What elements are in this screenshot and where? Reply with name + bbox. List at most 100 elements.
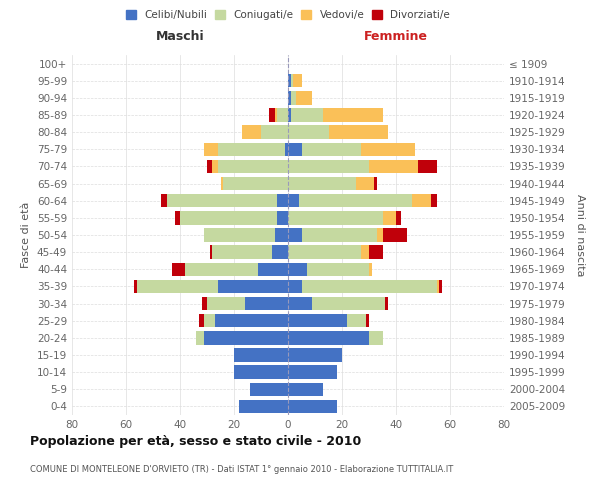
Bar <box>288 142 302 156</box>
Bar <box>396 211 401 224</box>
Bar <box>288 91 290 104</box>
Bar <box>290 74 293 88</box>
Bar <box>288 280 302 293</box>
Bar <box>272 246 288 259</box>
Bar <box>347 314 367 328</box>
Bar <box>286 142 288 156</box>
Bar <box>288 74 290 88</box>
Bar <box>218 280 288 293</box>
Bar <box>288 400 337 413</box>
Bar <box>288 297 313 310</box>
Bar <box>355 177 374 190</box>
Bar <box>302 142 361 156</box>
Bar <box>288 348 342 362</box>
Bar <box>369 160 418 173</box>
Bar <box>134 280 137 293</box>
Bar <box>277 108 288 122</box>
Bar <box>437 280 439 293</box>
Bar <box>172 262 185 276</box>
Bar <box>234 366 288 379</box>
Bar <box>293 74 302 88</box>
Bar <box>288 177 355 190</box>
Bar <box>245 297 288 310</box>
Bar <box>199 314 204 328</box>
Bar <box>288 194 299 207</box>
Bar <box>218 142 286 156</box>
Bar <box>288 126 329 139</box>
Bar <box>175 211 180 224</box>
Bar <box>221 177 223 190</box>
Bar <box>239 400 288 413</box>
Bar <box>161 194 166 207</box>
Bar <box>204 142 218 156</box>
Bar <box>290 91 296 104</box>
Bar <box>202 297 207 310</box>
Bar <box>369 262 372 276</box>
Bar <box>439 280 442 293</box>
Bar <box>185 262 259 276</box>
Bar <box>307 262 369 276</box>
Bar <box>196 331 204 344</box>
Text: COMUNE DI MONTELEONE D'ORVIETO (TR) - Dati ISTAT 1° gennaio 2010 - Elaborazione : COMUNE DI MONTELEONE D'ORVIETO (TR) - Da… <box>30 465 453 474</box>
Bar <box>288 160 369 173</box>
Bar <box>369 331 383 344</box>
Bar <box>288 382 323 396</box>
Bar <box>412 194 431 207</box>
Bar <box>275 228 288 241</box>
Bar <box>269 108 275 122</box>
Bar <box>385 297 388 310</box>
Bar <box>215 314 288 328</box>
Bar <box>166 194 277 207</box>
Bar <box>418 160 437 173</box>
Bar <box>361 142 415 156</box>
Bar <box>259 262 288 276</box>
Bar <box>261 126 288 139</box>
Bar <box>383 211 396 224</box>
Bar <box>288 246 361 259</box>
Bar <box>323 108 383 122</box>
Bar <box>288 211 383 224</box>
Text: Femmine: Femmine <box>364 30 428 43</box>
Bar <box>288 366 337 379</box>
Text: Maschi: Maschi <box>155 30 205 43</box>
Bar <box>290 108 323 122</box>
Bar <box>223 177 288 190</box>
Bar <box>275 108 277 122</box>
Legend: Celibi/Nubili, Coniugati/e, Vedovi/e, Divorziati/e: Celibi/Nubili, Coniugati/e, Vedovi/e, Di… <box>124 8 452 22</box>
Bar <box>296 91 313 104</box>
Bar <box>366 314 369 328</box>
Bar <box>277 211 288 224</box>
Bar <box>299 194 412 207</box>
Bar <box>383 228 407 241</box>
Bar <box>288 314 347 328</box>
Bar <box>204 228 275 241</box>
Bar <box>377 228 383 241</box>
Bar <box>207 297 245 310</box>
Bar <box>302 228 377 241</box>
Bar <box>369 246 383 259</box>
Bar <box>212 160 218 173</box>
Bar <box>313 297 385 310</box>
Bar <box>242 126 261 139</box>
Bar <box>288 262 307 276</box>
Bar <box>218 160 288 173</box>
Bar <box>288 331 369 344</box>
Bar <box>210 246 212 259</box>
Y-axis label: Fasce di età: Fasce di età <box>22 202 31 268</box>
Bar <box>288 228 302 241</box>
Bar <box>277 194 288 207</box>
Bar <box>204 314 215 328</box>
Bar <box>250 382 288 396</box>
Bar <box>207 160 212 173</box>
Bar <box>431 194 437 207</box>
Bar <box>137 280 218 293</box>
Bar <box>374 177 377 190</box>
Bar <box>361 246 369 259</box>
Y-axis label: Anni di nascita: Anni di nascita <box>575 194 585 276</box>
Bar <box>212 246 272 259</box>
Bar <box>234 348 288 362</box>
Bar <box>204 331 288 344</box>
Bar <box>180 211 277 224</box>
Bar <box>329 126 388 139</box>
Bar <box>288 108 290 122</box>
